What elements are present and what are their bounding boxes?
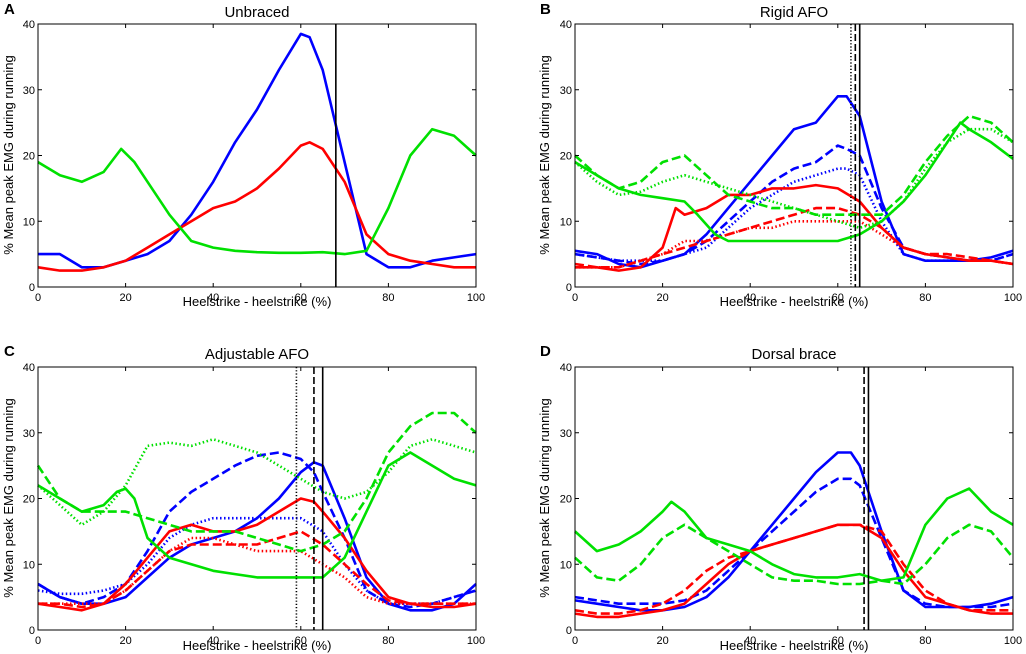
y-tick-label: 30 [560,85,572,97]
series-blue-dashed [574,144,1014,266]
series-blue-solid [574,451,1014,612]
x-tick-label: 20 [656,292,668,304]
plot-area: 0 20 40 60 80 100 0 10 20 30 40 [23,362,485,647]
x-tick-label: 80 [382,292,394,304]
axes-frame [37,366,477,631]
panel-D: D Dorsal brace 0 20 40 60 80 100 0 10 20 30 40 Hee… [537,343,1022,653]
x-tick-label: 40 [207,635,219,647]
series-green-solid [574,121,1014,243]
series-red-solid [37,497,477,612]
panel-letter: D [540,343,551,360]
y-axis-label: % Mean peak EMG during running [537,55,552,254]
y-tick-label: 20 [23,494,35,506]
panel-title: Dorsal brace [751,346,836,363]
series-green-solid [37,127,477,256]
panel-letter: C [4,343,15,360]
series-red-dashed [574,206,1014,269]
x-tick-label: 100 [467,635,485,647]
x-tick-label: 60 [832,292,844,304]
y-axis-label: % Mean peak EMG during running [1,55,16,254]
y-tick-label: 30 [23,428,35,440]
x-tick-label: 20 [119,635,131,647]
plot-area: 0 20 40 60 80 100 0 10 20 30 40 [560,362,1022,647]
y-tick-label: 30 [560,428,572,440]
x-tick-label: 0 [35,635,41,647]
series-green-dashed [574,523,1014,586]
series-red-dotted [38,536,476,605]
y-tick-label: 40 [23,19,35,31]
y-tick-label: 40 [23,362,35,374]
x-tick-label: 0 [35,292,41,304]
series-red-dashed [574,523,1013,615]
x-tick-label: 40 [744,292,756,304]
x-tick-label: 60 [295,635,307,647]
y-tick-label: 0 [29,282,35,294]
series-blue-dotted [37,516,477,605]
x-tick-label: 20 [119,292,131,304]
series-green-dotted [574,127,1014,230]
axes-frame [574,23,1014,288]
panel-title: Adjustable AFO [205,346,309,363]
x-tick-label: 20 [656,635,668,647]
series-red-solid [37,141,476,272]
x-tick-label: 0 [572,292,578,304]
x-axis-label: Heelstrike - heelstrike (%) [720,638,869,653]
y-tick-label: 20 [560,151,572,163]
series-blue-solid [38,32,477,269]
plot-area: 0 20 40 60 80 100 0 10 20 30 40 [23,19,485,304]
x-axis-label: Heelstrike - heelstrike (%) [183,638,332,653]
series-blue-dashed [574,477,1014,609]
panel-title: Rigid AFO [760,4,828,21]
x-tick-label: 100 [1004,635,1022,647]
x-axis-label: Heelstrike - heelstrike (%) [183,294,332,309]
x-tick-label: 0 [572,635,578,647]
x-tick-label: 80 [919,292,931,304]
x-tick-label: 40 [207,292,219,304]
series-green-dashed [36,411,477,553]
x-tick-label: 60 [832,635,844,647]
x-tick-label: 60 [295,292,307,304]
y-tick-label: 0 [566,282,572,294]
y-tick-label: 0 [566,625,572,637]
y-axis-label: % Mean peak EMG during running [1,398,16,597]
y-tick-label: 10 [560,559,572,571]
y-tick-label: 10 [23,216,35,228]
series-green-solid [37,451,477,579]
series-green-dashed [574,114,1014,216]
panel-C: C Adjustable AFO 0 20 40 60 80 100 0 10 20 30 40 H… [1,343,485,653]
y-tick-label: 20 [560,494,572,506]
series-blue-solid [37,461,477,612]
panel-B: B Rigid AFO 0 20 40 60 80 100 0 10 20 30 40 Heelst… [537,1,1022,309]
x-tick-label: 100 [1004,292,1022,304]
panel-A: A Unbraced 0 20 40 60 80 100 0 10 20 30 40 Heelstr… [1,1,485,309]
panel-title: Unbraced [224,4,289,21]
x-tick-label: 40 [744,635,756,647]
series-blue-dotted [574,167,1014,262]
y-tick-label: 40 [560,19,572,31]
y-axis-label: % Mean peak EMG during running [537,398,552,597]
x-tick-label: 100 [467,292,485,304]
x-tick-label: 80 [382,635,394,647]
plot-area: 0 20 40 60 80 100 0 10 20 30 40 [560,19,1022,304]
panel-letter: A [4,1,15,18]
panel-letter: B [540,1,551,18]
y-tick-label: 10 [23,559,35,571]
y-tick-label: 20 [23,151,35,163]
series-green-dotted [37,438,477,527]
series-blue-dashed [37,451,477,609]
x-tick-label: 80 [919,635,931,647]
series-green-solid [574,487,1014,582]
y-tick-label: 40 [560,362,572,374]
y-tick-label: 10 [560,216,572,228]
y-tick-label: 30 [23,85,35,97]
x-axis-label: Heelstrike - heelstrike (%) [720,294,869,309]
y-tick-label: 0 [29,625,35,637]
